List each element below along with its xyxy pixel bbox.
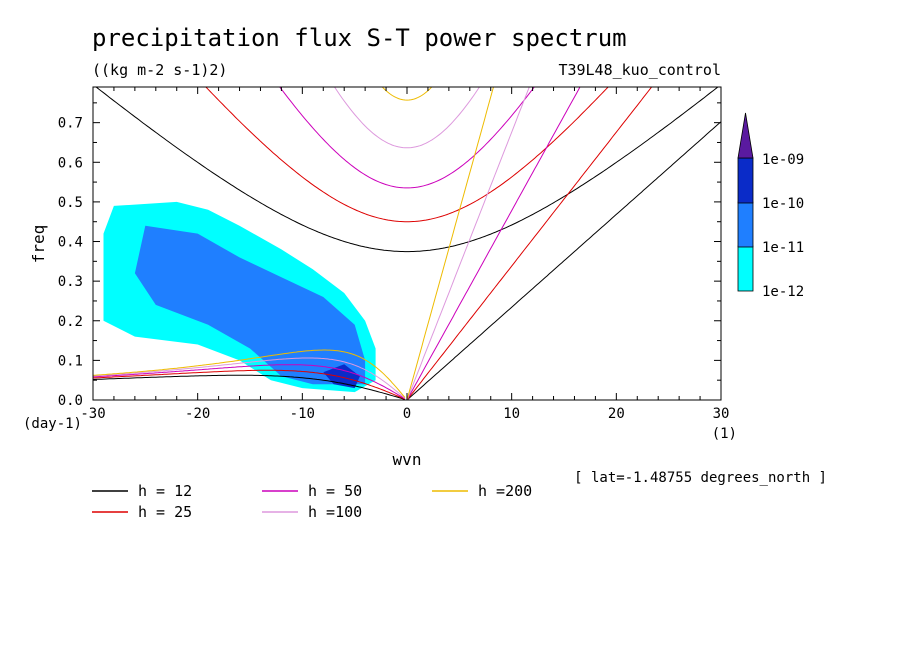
y-tick-label: 0.3 (58, 274, 83, 290)
colorbar-band (737, 157, 754, 204)
curve-kelvin-h25 (406, 87, 653, 400)
colorbar-label: 1e-09 (762, 152, 804, 168)
curve-er1-h200 (93, 349, 406, 398)
x-tick-label: 0 (403, 406, 411, 422)
legend-label-h100: h =100 (308, 503, 362, 521)
colorbar-extend-arrow (737, 112, 754, 159)
y-tick-label: 0.7 (58, 116, 83, 132)
y-tick-label: 0.0 (58, 393, 83, 409)
colorbar-band (737, 245, 754, 292)
colorbar-label: 1e-11 (762, 240, 804, 256)
power-region-1e-10 (323, 364, 360, 389)
curve-ig1-h200 (381, 87, 433, 101)
curve-er1-h25 (93, 369, 406, 400)
curve-kelvin-h50 (406, 87, 581, 400)
colorbar-label: 1e-12 (762, 284, 804, 300)
curve-ig1-h50 (279, 87, 535, 189)
x-tick-label: 10 (503, 406, 520, 422)
curve-kelvin-h200 (406, 87, 494, 400)
x-axis-unit: (1) (712, 426, 737, 442)
legend: h = 12 h = 25 h = 50 h =100 h =200 (92, 482, 532, 521)
power-region-1e-11 (134, 225, 366, 385)
curve-er1-h50 (93, 364, 406, 400)
curve-ig1-h12 (95, 87, 719, 253)
curve-kelvin-h12 (406, 121, 721, 400)
dispersion-curves-layer (93, 87, 721, 400)
chart-title: precipitation flux S-T power spectrum (92, 24, 627, 52)
y-tick-label: 0.4 (58, 235, 83, 251)
curve-er1-h100 (93, 357, 406, 399)
curve-kelvin-h100 (406, 87, 530, 400)
axis-ticks: -30 -20 -10 0 10 20 30 0.0 0.1 0.2 0.3 0.4 0.5 0.6 0.7 (58, 87, 730, 422)
curve-er1-h12 (93, 374, 406, 400)
chart-units: ((kg m-2 s-1)2) (92, 61, 227, 79)
y-tick-label: 0.2 (58, 314, 83, 330)
legend-label-h25: h = 25 (138, 503, 192, 521)
x-tick-label: 30 (713, 406, 730, 422)
contour-fill-layer (103, 201, 376, 393)
x-tick-label: -20 (185, 406, 210, 422)
legend-label-h50: h = 50 (308, 482, 362, 500)
curve-ig1-h100 (333, 87, 481, 149)
legend-label-h12: h = 12 (138, 482, 192, 500)
legend-label-h200: h =200 (478, 482, 532, 500)
y-tick-label: 0.1 (58, 353, 83, 369)
y-axis-unit: (day-1) (23, 416, 82, 432)
y-axis-label: freq (29, 225, 48, 264)
colorbar-label: 1e-10 (762, 196, 804, 212)
x-tick-label: 20 (608, 406, 625, 422)
experiment-label: T39L48_kuo_control (558, 61, 721, 79)
curve-ig1-h25 (205, 87, 609, 223)
y-tick-label: 0.5 (58, 195, 83, 211)
x-tick-label: -10 (290, 406, 315, 422)
x-axis-label: wvn (393, 450, 422, 469)
colorbar-band (737, 201, 754, 248)
colorbar: 1e-12 1e-11 1e-10 1e-09 (737, 112, 804, 300)
y-tick-label: 0.6 (58, 155, 83, 171)
latitude-footnote: [ lat=-1.48755 degrees_north ] (574, 470, 827, 486)
x-tick-label: -30 (80, 406, 105, 422)
